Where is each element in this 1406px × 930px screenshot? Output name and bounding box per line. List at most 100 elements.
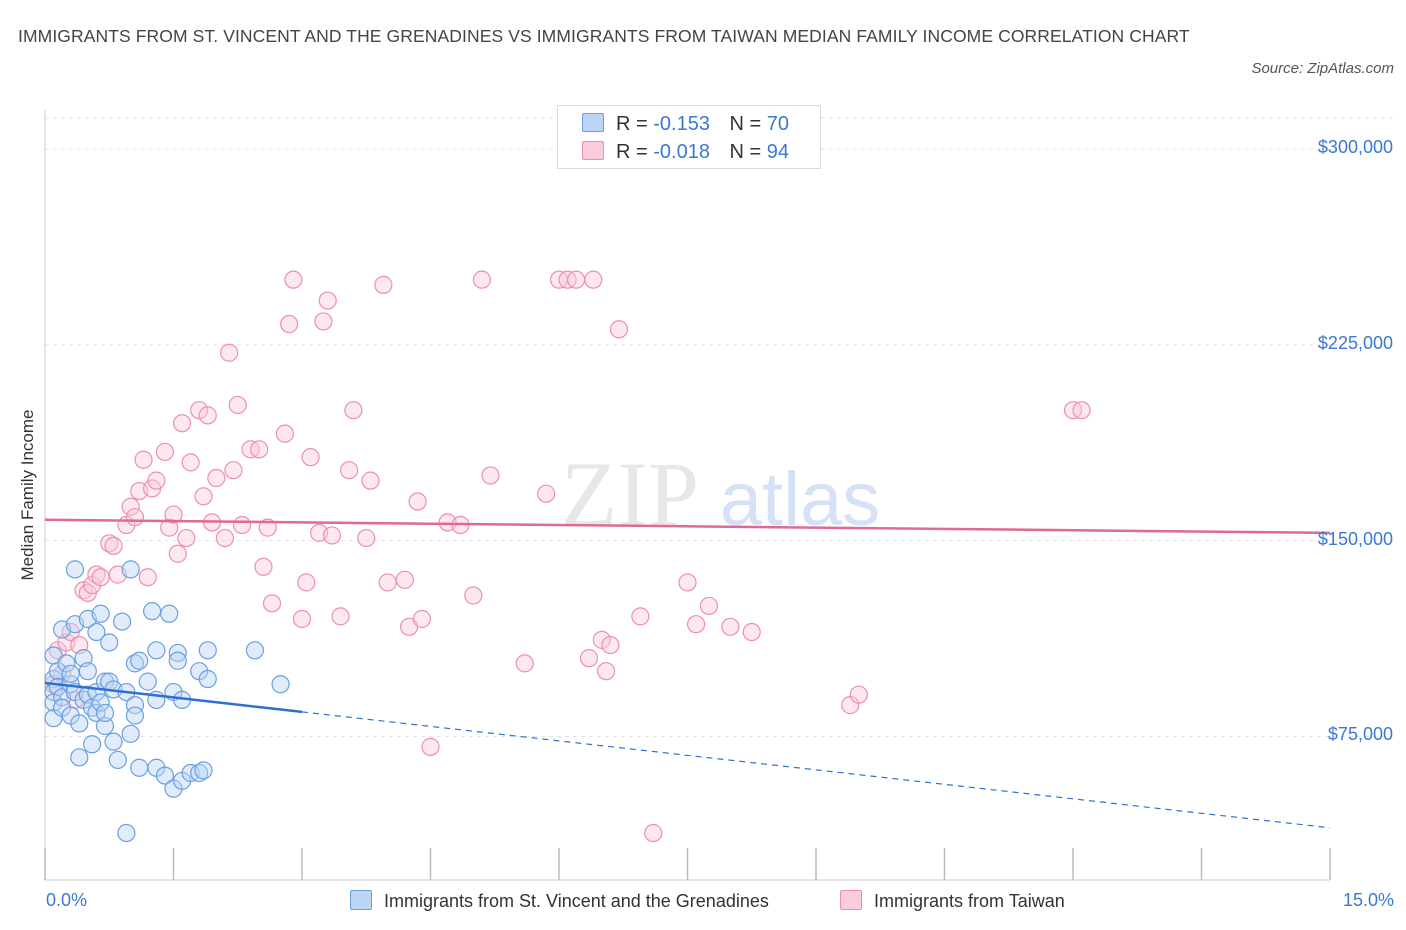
point-taiwan	[472, 270, 491, 289]
point-taiwan	[172, 414, 192, 433]
point-taiwan	[280, 314, 299, 334]
point-taiwan	[275, 424, 294, 443]
point-taiwan	[258, 518, 277, 537]
point-taiwan	[168, 544, 187, 563]
point-taiwan	[91, 568, 110, 587]
legend-n-label: N =	[729, 141, 762, 163]
point-st-vincent	[91, 693, 110, 712]
point-taiwan	[155, 442, 175, 462]
point-st-vincent	[125, 696, 145, 715]
trendlines	[44, 518, 1331, 829]
gridlines	[45, 117, 1394, 737]
point-taiwan	[421, 737, 440, 756]
series-taiwan	[44, 270, 1091, 843]
point-taiwan	[215, 528, 234, 548]
point-taiwan	[198, 406, 217, 425]
point-taiwan	[464, 586, 483, 605]
point-st-vincent	[108, 750, 127, 770]
legend-r-label: R =	[616, 141, 648, 163]
point-taiwan	[331, 607, 350, 626]
axes	[44, 110, 1331, 881]
bottom-legend-label: Immigrants from Taiwan	[874, 891, 1065, 911]
point-st-vincent	[271, 675, 290, 694]
point-st-vincent	[138, 672, 157, 691]
point-st-vincent	[91, 604, 110, 623]
legend-swatch-blue	[582, 113, 604, 132]
point-taiwan	[849, 685, 868, 704]
point-taiwan	[631, 607, 650, 626]
point-taiwan	[177, 528, 196, 548]
point-taiwan	[699, 596, 719, 616]
point-st-vincent	[130, 758, 149, 777]
point-st-vincent	[65, 560, 85, 579]
point-taiwan	[297, 573, 316, 592]
point-st-vincent	[142, 602, 162, 621]
bottom-legend-swatch-pink	[840, 890, 862, 910]
point-taiwan	[181, 453, 200, 472]
point-taiwan	[301, 448, 320, 467]
point-st-vincent	[70, 714, 89, 733]
point-taiwan	[678, 573, 697, 592]
point-taiwan	[742, 622, 761, 642]
point-taiwan	[207, 468, 226, 488]
legend-n-label: N =	[729, 113, 762, 135]
point-st-vincent	[198, 641, 217, 660]
point-taiwan	[194, 487, 213, 506]
point-st-vincent	[83, 735, 102, 754]
point-st-vincent	[125, 706, 145, 725]
trendline-st-vincent-solid	[44, 681, 303, 714]
legend-n-value: 70	[766, 113, 790, 135]
point-taiwan	[395, 570, 414, 589]
point-taiwan	[374, 275, 393, 294]
point-taiwan	[597, 662, 616, 681]
point-taiwan	[190, 401, 209, 420]
y-tick-label: $75,000	[1327, 724, 1393, 745]
point-taiwan	[567, 270, 586, 289]
bottom-legend-taiwan: Immigrants from Taiwan	[840, 890, 1065, 912]
point-taiwan	[378, 573, 397, 592]
point-taiwan	[147, 471, 166, 490]
point-st-vincent	[100, 633, 119, 652]
point-taiwan	[121, 497, 140, 516]
point-st-vincent	[57, 654, 76, 673]
legend-row-taiwan: R = -0.018 N = 94	[582, 139, 789, 165]
point-st-vincent	[160, 604, 179, 623]
point-st-vincent	[130, 651, 149, 670]
point-st-vincent	[95, 716, 115, 736]
point-taiwan	[537, 484, 556, 503]
point-taiwan	[361, 471, 380, 490]
point-taiwan	[284, 270, 303, 289]
trendline-st-vincent-dashed	[301, 711, 1331, 829]
point-st-vincent	[168, 643, 187, 663]
point-st-vincent	[70, 748, 89, 767]
point-st-vincent	[104, 732, 123, 751]
legend-swatch-pink	[582, 141, 604, 160]
point-taiwan	[250, 440, 269, 459]
bottom-legend-st-vincent: Immigrants from St. Vincent and the Gren…	[350, 890, 769, 912]
point-st-vincent	[78, 662, 97, 681]
point-st-vincent	[95, 703, 115, 723]
point-taiwan	[220, 343, 239, 362]
legend-r-value: -0.153	[653, 113, 710, 135]
point-st-vincent	[155, 766, 175, 785]
point-taiwan	[601, 635, 620, 655]
legend-row-st-vincent: R = -0.153 N = 70	[582, 111, 789, 137]
point-st-vincent	[121, 724, 140, 743]
point-taiwan	[481, 466, 500, 485]
point-taiwan	[164, 505, 183, 524]
legend-r-label: R =	[616, 113, 648, 135]
chart-title: IMMIGRANTS FROM ST. VINCENT AND THE GREN…	[18, 26, 1190, 46]
point-taiwan	[318, 291, 337, 310]
point-st-vincent	[112, 612, 132, 631]
legend-r-value: -0.018	[653, 141, 710, 163]
trendline-taiwan	[44, 518, 1331, 535]
point-taiwan	[314, 312, 333, 331]
watermark-zip: ZIP	[561, 443, 699, 545]
point-taiwan	[579, 649, 599, 668]
point-taiwan	[609, 320, 629, 339]
y-tick-label: $300,000	[1317, 137, 1393, 158]
point-st-vincent	[121, 560, 140, 579]
point-st-vincent	[61, 664, 80, 683]
point-taiwan	[592, 630, 611, 649]
